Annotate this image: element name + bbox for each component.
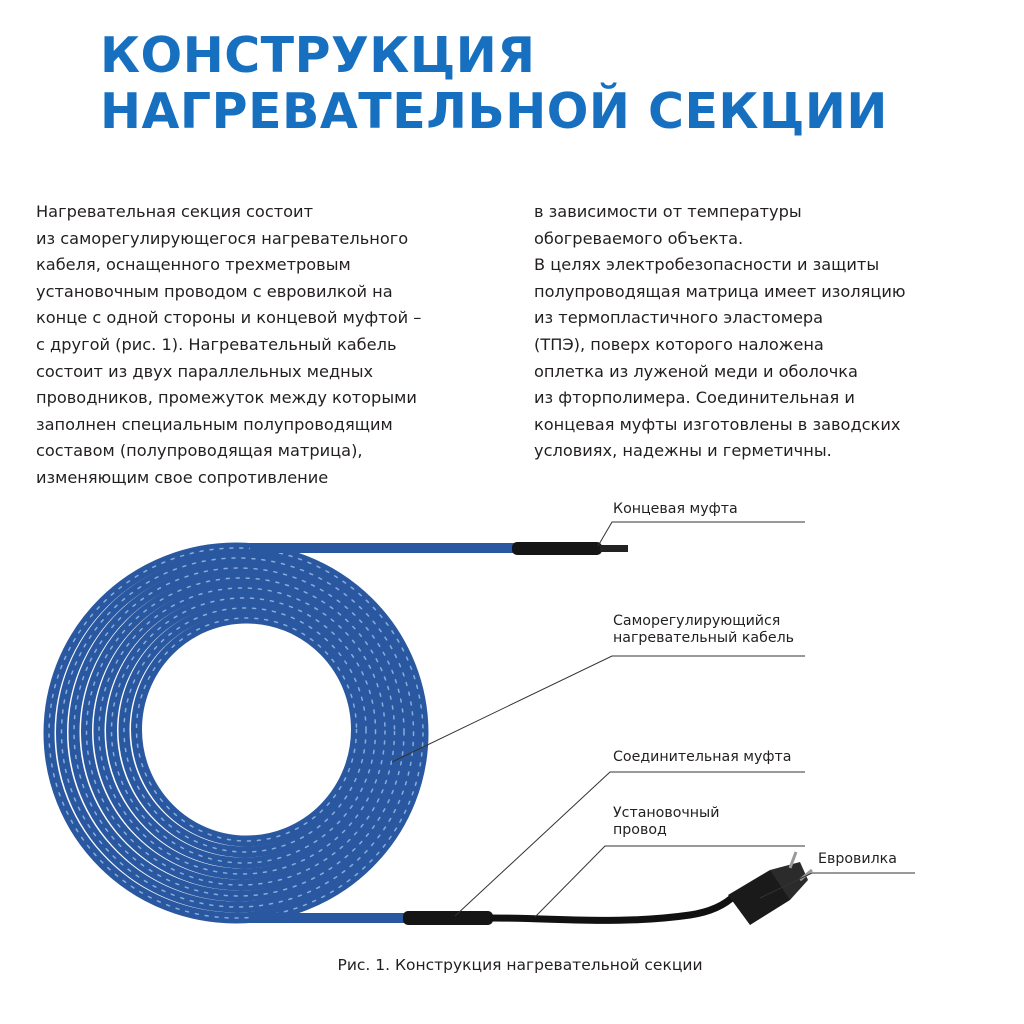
figure-caption: Рис. 1. Конструкция нагревательной секци… <box>337 956 703 974</box>
body-text-left: Нагревательная секция состоит из саморег… <box>36 199 421 492</box>
text-line: заполнен специальным полупроводящим <box>36 414 393 434</box>
text-line: составом (полупроводящая матрица), <box>36 441 363 461</box>
text-line: установочным проводом с евровилкой на <box>36 281 393 301</box>
label-line: Саморегулирующийся <box>613 613 781 629</box>
coil-loop <box>135 617 358 842</box>
coil-loop <box>48 547 424 919</box>
leader-lines <box>391 521 915 918</box>
label-line: провод <box>613 822 667 838</box>
text-line: изменяющим свое сопротивление <box>36 467 329 487</box>
text-line: состоит из двух параллельных медных <box>36 361 374 381</box>
coil-loop <box>73 567 405 897</box>
label-heating-cable: Саморегулирующийся нагревательный кабель <box>613 613 794 647</box>
coil-loop <box>85 577 396 886</box>
text-line: кабеля, оснащенного трехметровым <box>36 255 351 275</box>
label-line: Установочный <box>613 805 720 821</box>
text-line: из термопластичного эластомера <box>534 308 824 328</box>
coil-loop <box>131 612 362 847</box>
title-line-2: НАГРЕВАТЕЛЬНОЙ СЕКЦИИ <box>100 83 888 140</box>
text-line: конце с одной стороны и концевой муфтой … <box>36 308 422 328</box>
coil-loop <box>60 557 415 908</box>
text-line: с другой (рис. 1). Нагревательный кабель <box>36 334 397 354</box>
text-line: обогреваемого объекта. <box>534 228 744 248</box>
coil-loop <box>123 607 367 853</box>
install-wire <box>489 892 738 924</box>
cable-coil <box>43 542 429 924</box>
text-line: проводников, промежуток между которыми <box>36 388 417 408</box>
coil-loop <box>118 602 372 858</box>
label-line: нагревательный кабель <box>613 630 795 646</box>
label-install-wire: Установочный провод <box>613 805 719 839</box>
text-line: В целях электробезопасности и защиты <box>534 255 880 275</box>
coil-loop <box>106 592 381 869</box>
end-sleeve <box>512 542 602 555</box>
title-line-1: КОНСТРУКЦИЯ <box>100 27 536 84</box>
page-title: КОНСТРУКЦИЯ НАГРЕВАТЕЛЬНОЙ СЕКЦИИ <box>100 28 888 140</box>
body-text-right: в зависимости от температуры обогреваемо… <box>534 199 906 465</box>
top-cable <box>250 542 628 555</box>
text-line: условиях, надежны и герметичны. <box>534 441 832 461</box>
text-line: из фторполимера. Соединительная и <box>534 388 855 408</box>
label-euro-plug: Евровилка <box>818 851 897 867</box>
bottom-cable <box>250 851 813 925</box>
text-line: концевая муфты изготовлены в заводских <box>534 414 901 434</box>
label-end-sleeve: Концевая муфта <box>613 501 738 517</box>
text-line: (ТПЭ), поверх которого наложена <box>534 334 824 354</box>
text-line: оплетка из луженой меди и оболочка <box>534 361 858 381</box>
text-line: полупроводящая матрица имеет изоляцию <box>534 281 906 301</box>
coil-loop <box>110 597 377 864</box>
label-connecting-sleeve: Соединительная муфта <box>613 749 792 765</box>
text-line: из саморегулирующегося нагревательного <box>36 228 409 248</box>
connecting-sleeve <box>403 911 493 925</box>
text-line: Нагревательная секция состоит <box>36 202 313 221</box>
coil-loop <box>98 587 386 875</box>
text-line: в зависимости от температуры <box>534 202 802 221</box>
euro-plug-icon <box>728 851 813 925</box>
